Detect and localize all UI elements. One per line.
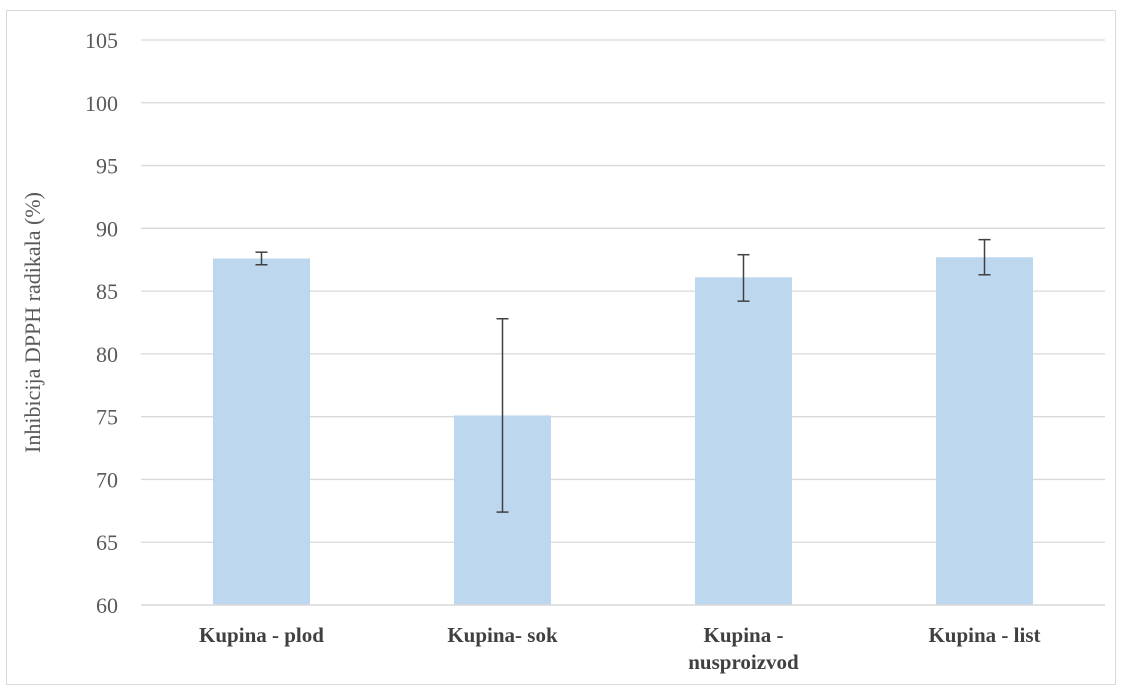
bar (936, 257, 1033, 605)
y-tick-label: 65 (96, 530, 118, 555)
y-tick-label: 80 (96, 342, 118, 367)
y-tick-label: 70 (96, 467, 118, 492)
y-tick-label: 75 (96, 405, 118, 430)
x-category-label: Kupina - plod (199, 623, 324, 647)
y-tick-label: 60 (96, 593, 118, 618)
bar (213, 258, 310, 605)
y-tick-label: 95 (96, 154, 118, 179)
error-bar (737, 253, 750, 302)
y-tick-label: 85 (96, 279, 118, 304)
error-bar (978, 238, 991, 276)
x-category-label: Kupina - (704, 623, 784, 647)
error-bar (496, 317, 509, 513)
error-bar (255, 251, 268, 266)
x-category-label: Kupina - list (928, 623, 1040, 647)
bar (695, 277, 792, 605)
y-tick-label: 105 (85, 28, 118, 53)
chart-frame (6, 10, 1116, 685)
x-category-label: nusproizvod (688, 650, 799, 674)
y-tick-label: 90 (96, 216, 118, 241)
y-tick-label: 100 (85, 91, 118, 116)
y-axis-label: Inhibicija DPPH radikala (%) (20, 192, 45, 453)
x-category-label: Kupina- sok (447, 623, 558, 647)
